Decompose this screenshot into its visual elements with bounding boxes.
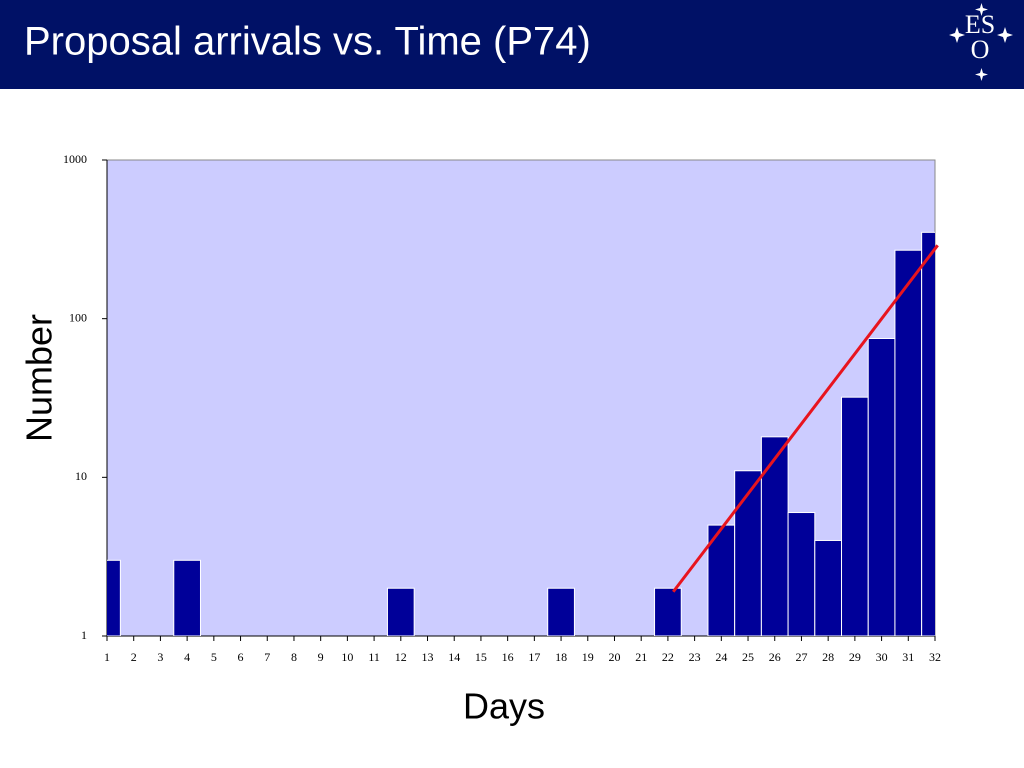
bar bbox=[547, 587, 575, 636]
bar bbox=[173, 559, 201, 636]
x-tick-label: 30 bbox=[876, 650, 888, 664]
y-tick-label: 1000 bbox=[63, 152, 87, 166]
x-tick-label: 7 bbox=[264, 650, 270, 664]
x-tick-label: 22 bbox=[662, 650, 674, 664]
x-tick-label: 19 bbox=[582, 650, 594, 664]
x-tick-label: 25 bbox=[742, 650, 754, 664]
x-tick-label: 2 bbox=[131, 650, 137, 664]
x-tick-label: 26 bbox=[769, 650, 781, 664]
x-tick-label: 27 bbox=[795, 650, 807, 664]
bar bbox=[787, 512, 816, 636]
x-tick-label: 11 bbox=[368, 650, 380, 664]
x-tick-label: 32 bbox=[929, 650, 941, 664]
x-tick-label: 24 bbox=[715, 650, 727, 664]
bar bbox=[654, 587, 682, 636]
x-tick-label: 14 bbox=[448, 650, 460, 664]
x-tick-label: 28 bbox=[822, 650, 834, 664]
logo-text: O bbox=[971, 35, 990, 64]
bar bbox=[814, 539, 843, 636]
x-tick-label: 6 bbox=[238, 650, 244, 664]
y-tick-label: 100 bbox=[69, 310, 87, 324]
x-tick-label: 10 bbox=[341, 650, 353, 664]
x-tick-label: 20 bbox=[608, 650, 620, 664]
bar bbox=[867, 337, 896, 636]
logo-star bbox=[997, 27, 1013, 43]
slide-title: Proposal arrivals vs. Time (P74) bbox=[24, 20, 591, 64]
bar bbox=[734, 470, 762, 636]
x-tick-label: 9 bbox=[318, 650, 324, 664]
y-tick-label: 10 bbox=[75, 469, 87, 483]
bar bbox=[921, 231, 935, 636]
x-tick-label: 1 bbox=[104, 650, 110, 664]
x-tick-label: 18 bbox=[555, 650, 567, 664]
y-axis-title: Number bbox=[19, 314, 60, 442]
bar bbox=[107, 559, 121, 636]
bar bbox=[760, 436, 789, 636]
x-tick-label: 15 bbox=[475, 650, 487, 664]
x-tick-label: 12 bbox=[395, 650, 407, 664]
x-tick-label: 3 bbox=[157, 650, 163, 664]
x-axis-title: Days bbox=[463, 686, 545, 727]
x-tick-label: 8 bbox=[291, 650, 297, 664]
logo-star bbox=[975, 3, 988, 16]
x-tick-label: 31 bbox=[902, 650, 914, 664]
x-tick-label: 4 bbox=[184, 650, 190, 664]
x-tick-label: 23 bbox=[689, 650, 701, 664]
x-tick-label: 29 bbox=[849, 650, 861, 664]
bars bbox=[107, 231, 935, 636]
bar bbox=[841, 396, 869, 636]
logo: ES O bbox=[949, 3, 1013, 81]
header-bar bbox=[0, 0, 1024, 89]
logo-text: ES bbox=[965, 10, 995, 39]
trend-line bbox=[672, 244, 939, 593]
y-tick-label: 1 bbox=[81, 628, 87, 642]
logo-star bbox=[949, 27, 965, 43]
x-tick-label: 16 bbox=[502, 650, 514, 664]
bar bbox=[707, 524, 736, 636]
x-tick-label: 21 bbox=[635, 650, 647, 664]
x-tick-label: 5 bbox=[211, 650, 217, 664]
bar bbox=[386, 587, 415, 636]
bar bbox=[894, 249, 923, 636]
logo-star bbox=[975, 68, 988, 81]
x-tick-label: 17 bbox=[528, 650, 540, 664]
x-tick-label: 13 bbox=[422, 650, 434, 664]
